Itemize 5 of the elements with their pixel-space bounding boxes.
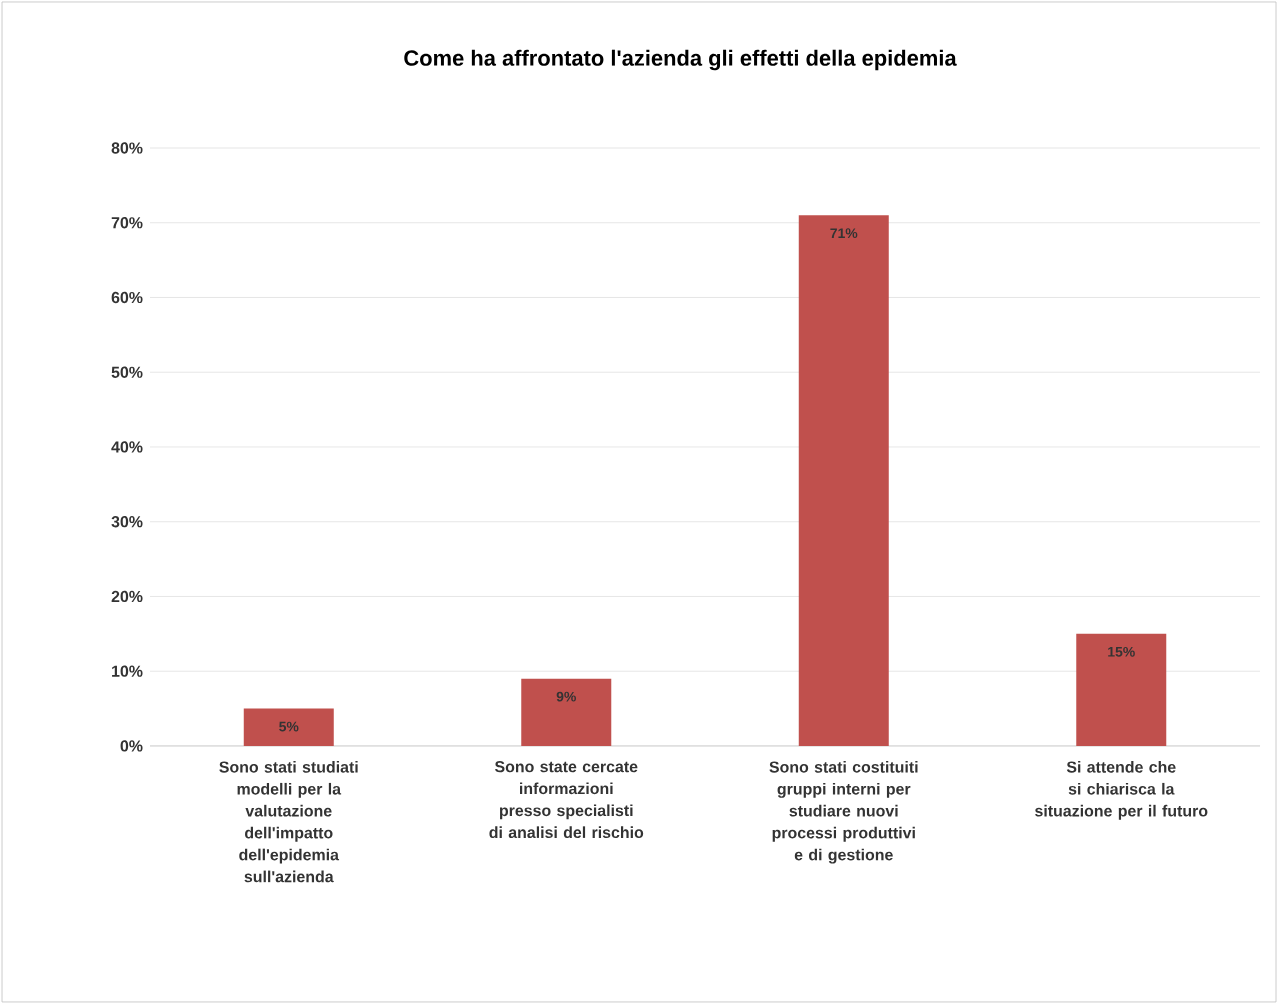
chart-title: Come ha affrontato l'azienda gli effetti della epidemia [404, 49, 957, 71]
bar [243, 708, 334, 746]
bar [521, 678, 612, 746]
bar [798, 215, 889, 746]
bar [1076, 633, 1167, 746]
